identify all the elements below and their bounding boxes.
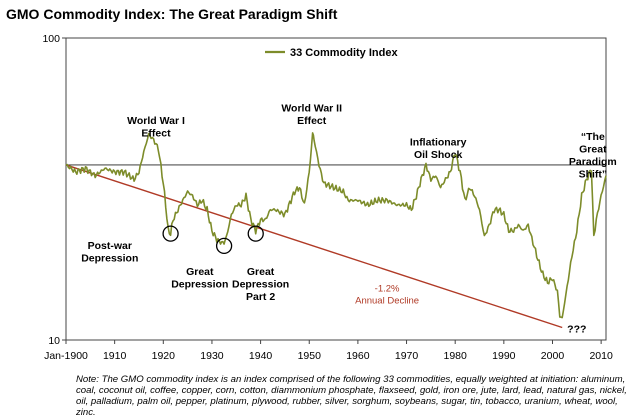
- annotation-label: Great Depression: [171, 266, 228, 291]
- event-circle: [247, 225, 264, 242]
- trend-group: [65, 164, 563, 329]
- legend: 33 Commodity Index: [265, 47, 398, 59]
- x-tick-label: 2010: [589, 350, 613, 362]
- annotation-label: World War I Effect: [127, 115, 185, 140]
- x-tick-label: 1970: [395, 350, 419, 362]
- series-line: [65, 132, 607, 319]
- y-tick-label: 10: [48, 335, 60, 347]
- annotation-label: Post-war Depression: [81, 240, 138, 264]
- chart-axes: 100 10 Jan-1900 1910 1920 1930 1940 1950 1960 197…: [42, 33, 613, 362]
- chart-title: GMO Commodity Index: The Great Paradigm …: [6, 6, 338, 22]
- trend-line: [65, 164, 563, 329]
- x-tick-label: 1960: [346, 350, 370, 362]
- x-tick-label: 1950: [298, 350, 322, 362]
- x-tick-label: 1930: [200, 350, 224, 362]
- x-tick-label: Jan-1900: [44, 350, 88, 362]
- legend-label: 33 Commodity Index: [290, 47, 398, 59]
- annotation-label: Great Depression Part 2: [232, 266, 289, 303]
- x-tick-label: 2000: [541, 350, 565, 362]
- event-circle: [215, 237, 233, 255]
- annotation-label: ???: [567, 323, 586, 335]
- footnote: Note: The GMO commodity index is an inde…: [76, 374, 627, 418]
- circle-markers: [162, 225, 264, 255]
- event-circle: [162, 225, 179, 242]
- series-group: [65, 132, 607, 319]
- annotation-label: World War II Effect: [281, 103, 342, 128]
- annotation-label: “The Great Paradigm Shift”: [569, 131, 617, 181]
- x-tick-label: 1940: [249, 350, 273, 362]
- x-tick-label: 1910: [103, 350, 127, 362]
- x-tick-label: 1920: [152, 350, 176, 362]
- annotations: World War I Effect World War II Effect Infla…: [81, 103, 617, 336]
- y-tick-label: 100: [42, 33, 60, 45]
- annotation-label: Inflationary Oil Shock: [410, 137, 467, 162]
- x-tick-label: 1990: [492, 350, 516, 362]
- x-tick-label: 1980: [444, 350, 468, 362]
- plot-frame: [65, 37, 607, 341]
- chart: 100 10 Jan-1900 1910 1920 1930 1940 1950 1960 197…: [42, 33, 617, 362]
- trend-label: -1.2% Annual Decline: [355, 283, 419, 306]
